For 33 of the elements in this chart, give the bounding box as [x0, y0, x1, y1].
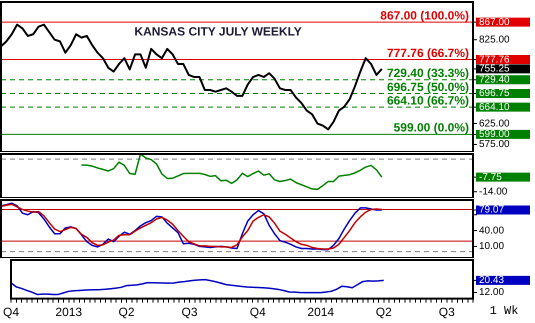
text: KANSAS CITY JULY WEEKLY	[134, 24, 302, 38]
ref-line-label: 599.00 (0.0%)	[394, 120, 469, 135]
x-tick-label: Q2	[376, 305, 392, 320]
y-tick-label: -14.00	[479, 186, 508, 198]
y-tick-label: 696.75	[479, 88, 510, 100]
y-tick-label: 20.43	[479, 275, 504, 286]
y-tick-label: 79.07	[479, 204, 504, 216]
x-tick-label: 2014	[307, 305, 334, 320]
y-tick-label: 625.00	[479, 118, 510, 130]
y-tick-label: 10.00	[479, 241, 504, 252]
x-tick-label: Q4	[250, 305, 266, 320]
x-tick-label: 2013	[55, 305, 82, 320]
y-tick-label: 777.76	[479, 54, 510, 66]
y-tick-label: 729.40	[479, 74, 510, 86]
y-tick-label: 599.00	[479, 129, 510, 140]
ref-line-label: 777.76 (66.7%)	[386, 46, 469, 60]
y-tick-label: 825.00	[479, 34, 510, 46]
ref-line-label: 729.40 (33.3%)	[386, 66, 469, 80]
x-tick-label: Q3	[181, 305, 198, 320]
y-tick-label: 867.00	[479, 16, 510, 28]
x-tick-label: Q2	[118, 305, 135, 320]
ref-line-label: 664.10 (66.7%)	[386, 93, 469, 108]
text: 1 Wk	[490, 304, 518, 318]
y-tick-label: 755.25	[479, 64, 510, 75]
y-tick-label: -7.75	[479, 172, 502, 183]
ref-line-label: 696.75 (50.0%)	[386, 80, 469, 94]
ref-line-label: 867.00 (100.0%)	[380, 8, 469, 22]
y-tick-label: 664.10	[479, 102, 510, 113]
y-tick-label: 575.00	[479, 139, 510, 150]
x-tick-label: Q4	[2, 305, 20, 320]
y-tick-label: 40.00	[479, 225, 504, 236]
y-tick-label: 12.00	[479, 287, 504, 298]
x-tick-label: Q3	[438, 305, 456, 320]
